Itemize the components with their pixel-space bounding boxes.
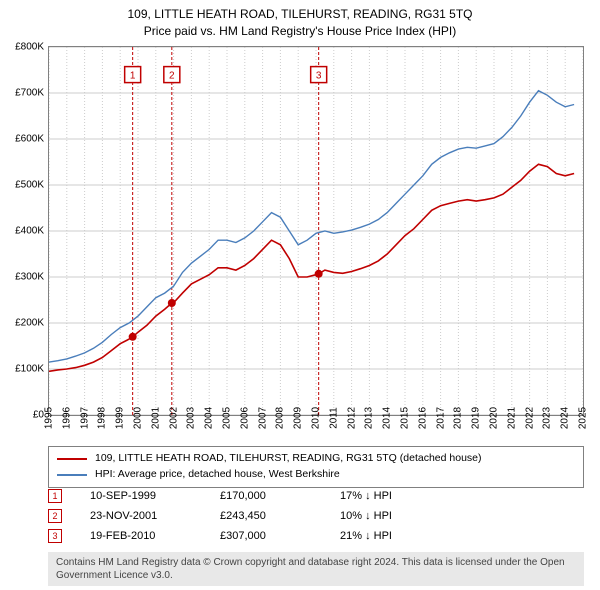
y-tick-label: £800K [0,42,44,53]
svg-text:1: 1 [130,71,136,82]
x-tick-label: 2004 [204,407,215,429]
sale-marker-hpi: 21% ↓ HPI [340,530,392,542]
sale-marker-number: 2 [48,509,62,523]
x-tick-label: 2013 [364,407,375,429]
x-tick-label: 2007 [257,407,268,429]
y-tick-label: £0 [0,410,44,421]
title-line1: 109, LITTLE HEATH ROAD, TILEHURST, READI… [0,6,600,23]
x-tick-label: 2011 [328,407,339,429]
sale-marker-hpi: 10% ↓ HPI [340,510,392,522]
sale-marker-row: 2 23-NOV-2001£243,45010% ↓ HPI [48,506,584,526]
x-tick-label: 2017 [435,407,446,429]
chart-container: 109, LITTLE HEATH ROAD, TILEHURST, READI… [0,0,600,590]
chart-plot-area: 1 2 3 [48,46,584,416]
x-tick-label: 2014 [382,407,393,429]
x-tick-label: 2019 [471,407,482,429]
x-tick-label: 2005 [222,407,233,429]
sale-marker-date: 23-NOV-2001 [90,510,220,522]
legend-swatch [57,458,87,460]
legend-item: HPI: Average price, detached house, West… [57,467,575,483]
x-tick-label: 2001 [150,407,161,429]
attribution-text: Contains HM Land Registry data © Crown c… [48,552,584,586]
chart-svg: 1 2 3 [49,47,583,415]
x-tick-label: 2018 [453,407,464,429]
x-tick-label: 1996 [61,407,72,429]
x-tick-label: 2000 [133,407,144,429]
svg-text:3: 3 [316,71,322,82]
sale-marker-price: £170,000 [220,490,340,502]
x-tick-label: 1998 [97,407,108,429]
x-tick-label: 1997 [79,407,90,429]
title-line2: Price paid vs. HM Land Registry's House … [0,23,600,40]
x-tick-label: 2025 [578,407,589,429]
sale-marker-date: 10-SEP-1999 [90,490,220,502]
sale-marker-row: 1 10-SEP-1999£170,00017% ↓ HPI [48,486,584,506]
y-tick-label: £300K [0,272,44,283]
y-tick-label: £700K [0,88,44,99]
x-tick-label: 2024 [560,407,571,429]
legend-label: HPI: Average price, detached house, West… [95,467,340,483]
x-tick-label: 2022 [524,407,535,429]
x-tick-label: 2002 [168,407,179,429]
x-tick-label: 2016 [417,407,428,429]
sale-marker-row: 3 19-FEB-2010£307,00021% ↓ HPI [48,526,584,546]
x-tick-label: 2021 [506,407,517,429]
x-tick-label: 1995 [44,407,55,429]
sale-marker-hpi: 17% ↓ HPI [340,490,392,502]
y-tick-label: £600K [0,134,44,145]
x-tick-label: 2003 [186,407,197,429]
x-tick-label: 2009 [293,407,304,429]
x-tick-label: 2008 [275,407,286,429]
svg-text:2: 2 [169,71,175,82]
y-tick-label: £400K [0,226,44,237]
x-tick-label: 2010 [311,407,322,429]
x-tick-label: 2020 [489,407,500,429]
x-tick-label: 2012 [346,407,357,429]
y-tick-label: £200K [0,318,44,329]
sales-markers-table: 1 10-SEP-1999£170,00017% ↓ HPI 2 23-NOV-200… [48,486,584,546]
sale-marker-number: 1 [48,489,62,503]
legend-swatch [57,474,87,476]
x-tick-label: 2006 [239,407,250,429]
sale-marker-price: £307,000 [220,530,340,542]
legend-box: 109, LITTLE HEATH ROAD, TILEHURST, READI… [48,446,584,488]
x-tick-label: 2023 [542,407,553,429]
sale-marker-date: 19-FEB-2010 [90,530,220,542]
sale-marker-number: 3 [48,529,62,543]
y-tick-label: £100K [0,364,44,375]
x-tick-label: 2015 [400,407,411,429]
x-tick-label: 1999 [115,407,126,429]
y-tick-label: £500K [0,180,44,191]
legend-label: 109, LITTLE HEATH ROAD, TILEHURST, READI… [95,451,482,467]
sale-marker-price: £243,450 [220,510,340,522]
title-block: 109, LITTLE HEATH ROAD, TILEHURST, READI… [0,0,600,40]
legend-item: 109, LITTLE HEATH ROAD, TILEHURST, READI… [57,451,575,467]
